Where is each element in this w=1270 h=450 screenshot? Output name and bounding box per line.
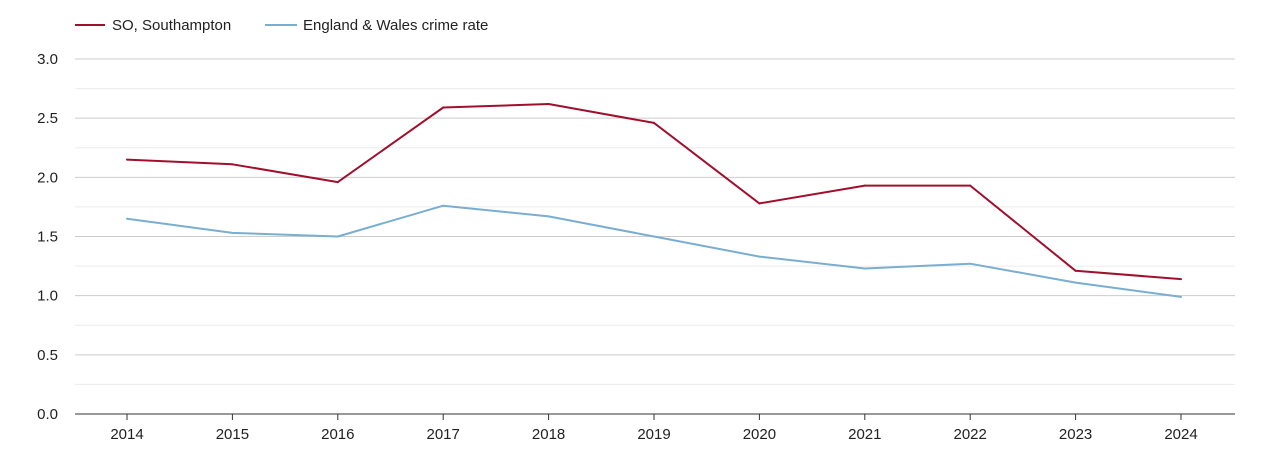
x-tick-label: 2023 bbox=[1059, 426, 1092, 443]
legend-label-southampton: SO, Southampton bbox=[112, 17, 231, 34]
data-point-england-wales bbox=[547, 215, 550, 218]
data-point-england-wales bbox=[1180, 295, 1182, 298]
x-tick-label: 2015 bbox=[216, 426, 249, 443]
data-point-southampton bbox=[863, 184, 866, 187]
x-tick-label: 2024 bbox=[1164, 426, 1197, 443]
x-tick-label: 2020 bbox=[743, 426, 776, 443]
y-tick-label: 0.5 bbox=[37, 347, 58, 364]
data-point-england-wales bbox=[336, 235, 339, 238]
x-tick-label: 2021 bbox=[848, 426, 881, 443]
data-point-england-wales bbox=[969, 262, 972, 265]
y-tick-label: 2.0 bbox=[37, 169, 58, 186]
data-point-southampton bbox=[231, 163, 234, 166]
x-tick-label: 2018 bbox=[532, 426, 565, 443]
legend: SO, Southampton England & Wales crime ra… bbox=[75, 17, 488, 34]
data-point-southampton bbox=[969, 184, 972, 187]
data-point-southampton bbox=[653, 121, 655, 124]
y-tick-label: 1.0 bbox=[37, 288, 58, 305]
series bbox=[126, 102, 1182, 298]
y-tick-label: 2.5 bbox=[37, 110, 58, 127]
x-tick-label: 2022 bbox=[954, 426, 987, 443]
data-point-southampton bbox=[1074, 269, 1077, 272]
data-point-southampton bbox=[126, 158, 128, 161]
data-point-southampton bbox=[442, 106, 445, 109]
x-tick-label: 2016 bbox=[321, 426, 354, 443]
data-point-southampton bbox=[758, 202, 761, 205]
data-point-southampton bbox=[336, 181, 339, 184]
data-point-england-wales bbox=[126, 217, 128, 220]
data-point-england-wales bbox=[863, 267, 866, 270]
data-point-southampton bbox=[1180, 278, 1182, 281]
series-line-england-wales bbox=[126, 204, 1182, 298]
data-point-england-wales bbox=[653, 235, 655, 238]
axes: 0.0 0.5 1.0 1.5 2.0 2.5 3.0 2014 2015 2016 2017 201… bbox=[37, 51, 1235, 443]
x-tick-label: 2019 bbox=[637, 426, 670, 443]
data-point-england-wales bbox=[231, 231, 234, 234]
y-tick-label: 3.0 bbox=[37, 51, 58, 68]
grid bbox=[75, 58, 1235, 385]
data-point-england-wales bbox=[758, 255, 761, 258]
data-point-england-wales bbox=[1074, 281, 1077, 284]
y-tick-label: 1.5 bbox=[37, 229, 58, 246]
data-point-southampton bbox=[547, 102, 550, 105]
y-tick-label: 0.0 bbox=[37, 406, 58, 423]
legend-label-england-wales: England & Wales crime rate bbox=[303, 17, 488, 34]
data-point-england-wales bbox=[442, 204, 445, 207]
x-tick-label: 2014 bbox=[110, 426, 143, 443]
series-line-southampton bbox=[126, 103, 1182, 281]
x-tick-label: 2017 bbox=[427, 426, 460, 443]
